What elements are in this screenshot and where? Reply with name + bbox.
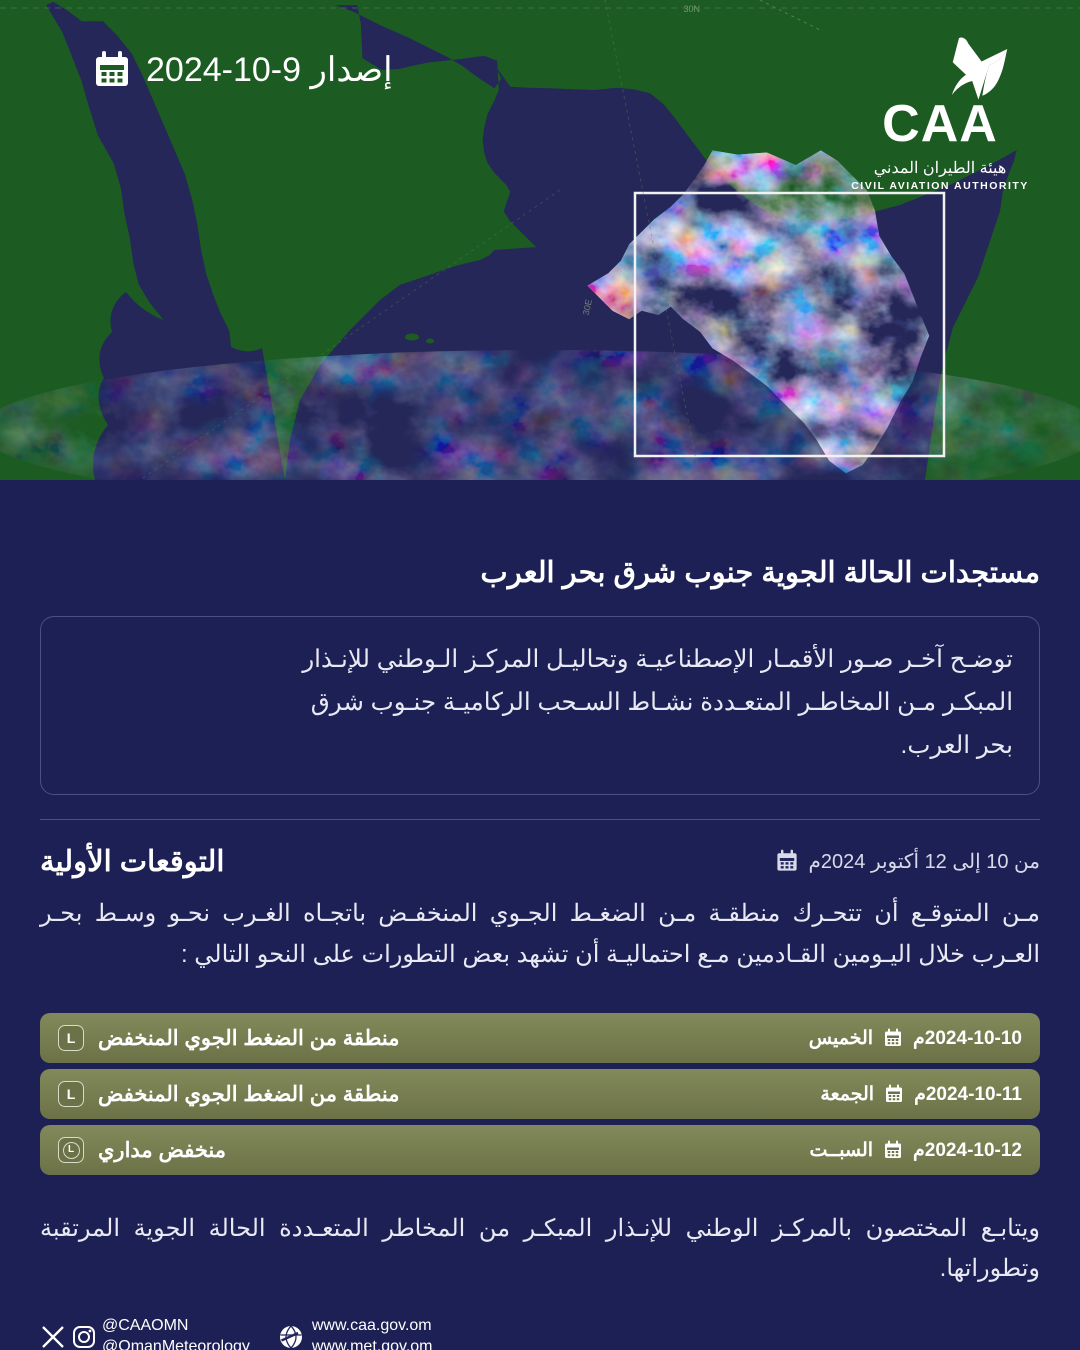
svg-text:30N: 30N	[683, 4, 700, 14]
